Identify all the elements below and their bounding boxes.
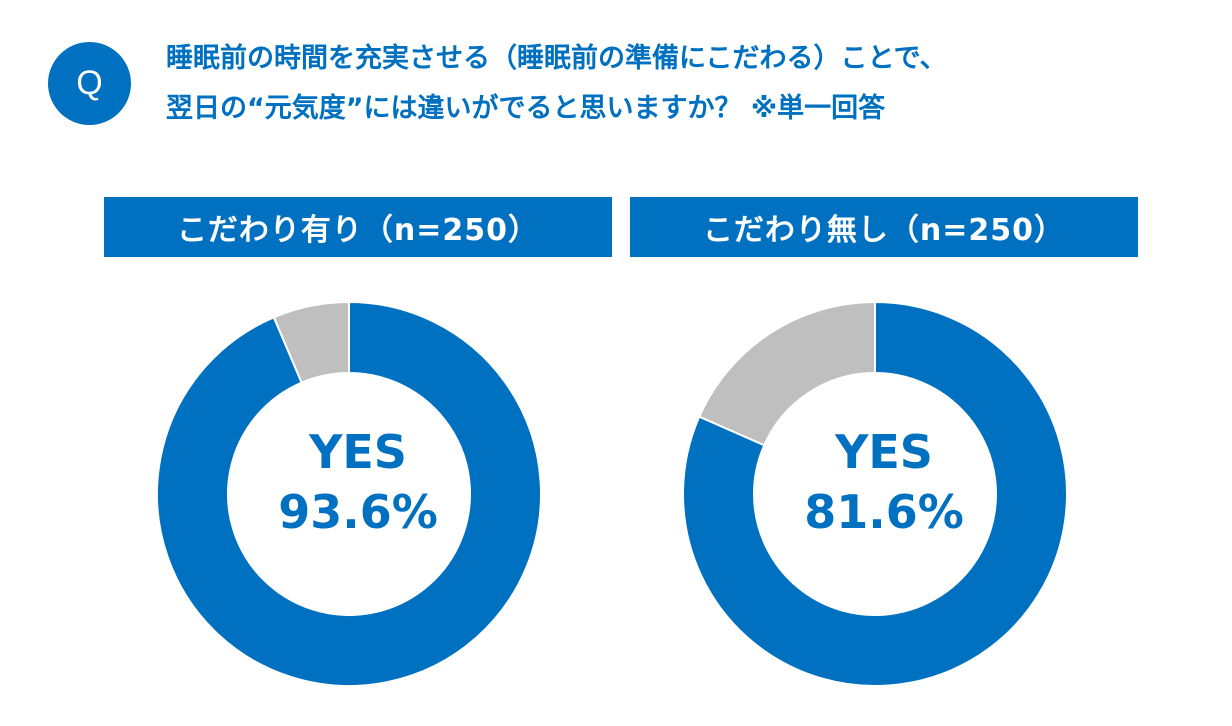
donut-slice-other (272, 300, 350, 384)
center-label-value: 81.6% (804, 485, 964, 539)
question-text: 睡眠前の時間を充実させる（睡眠前の準備にこだわる）ことで、 翌日の“元気度”には… (166, 34, 1216, 134)
question-badge: Q (48, 42, 131, 125)
donut-slice-other (697, 300, 876, 447)
chart-with-commitment: こだわり有り（n=250） YES 93.6% (104, 197, 612, 697)
chart-title: こだわり無し（n=250） (630, 197, 1138, 257)
center-label: YES 81.6% (630, 422, 1138, 542)
donut-slice-yes (682, 300, 1068, 687)
chart-title: こだわり有り（n=250） (104, 197, 612, 257)
donut-slice-yes (156, 300, 542, 687)
center-label: YES 93.6% (104, 422, 612, 542)
donut-chart-with-commitment (156, 300, 542, 687)
center-label-value: 93.6% (278, 485, 438, 539)
question-line-2: 翌日の“元気度”には違いがでると思いますか？ ※単一回答 (166, 93, 886, 124)
chart-without-commitment: こだわり無し（n=250） YES 81.6% (630, 197, 1138, 697)
donut-chart-without-commitment (682, 300, 1068, 687)
center-label-yes: YES (835, 425, 933, 479)
question-badge-label: Q (76, 64, 103, 102)
question-line-1: 睡眠前の時間を充実させる（睡眠前の準備にこだわる）ことで、 (166, 43, 947, 74)
center-label-yes: YES (309, 425, 407, 479)
